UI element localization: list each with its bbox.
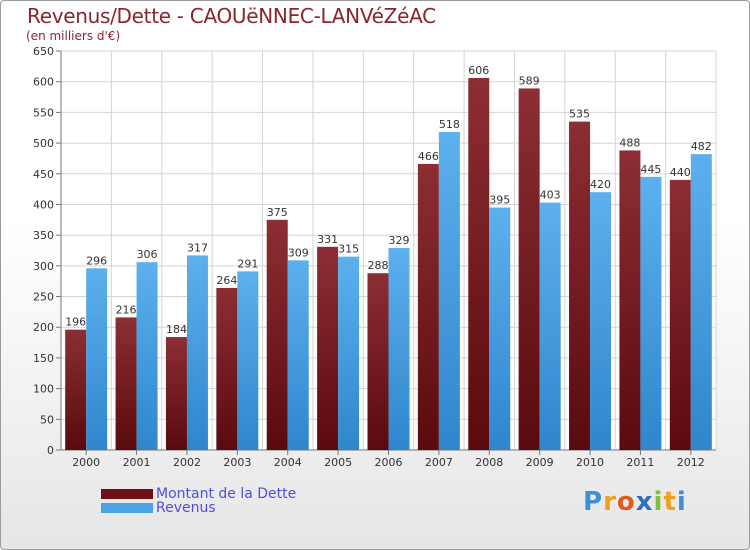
data-label: 395: [489, 194, 510, 207]
y-tick-label: 50: [40, 413, 54, 426]
data-label: 216: [116, 303, 137, 316]
y-tick-label: 300: [33, 260, 54, 273]
x-tick-label: 2010: [576, 456, 604, 469]
data-label: 317: [187, 241, 208, 254]
bar-debt: [115, 317, 137, 450]
x-tick-label: 2001: [123, 456, 151, 469]
data-label: 309: [288, 246, 309, 259]
data-label: 306: [137, 248, 158, 261]
logo-letter: i: [676, 487, 687, 517]
bar-revenus: [539, 202, 561, 450]
logo-letter: P: [583, 487, 604, 517]
bar-debt: [317, 246, 339, 450]
data-label: 482: [691, 140, 712, 153]
bar-debt: [518, 88, 540, 451]
x-tick-label: 2011: [626, 456, 654, 469]
x-tick-label: 2003: [223, 456, 251, 469]
data-label: 518: [439, 118, 460, 131]
x-tick-label: 2006: [375, 456, 403, 469]
bar-revenus: [640, 176, 662, 451]
bar-debt: [417, 163, 439, 450]
data-label: 288: [368, 259, 389, 272]
legend-item-revenus: Revenus: [101, 500, 216, 516]
x-tick-label: 2007: [425, 456, 453, 469]
bar-revenus: [338, 256, 360, 450]
legend-label-revenus: Revenus: [156, 500, 216, 516]
bar-debt: [165, 337, 187, 450]
y-tick-label: 400: [33, 198, 54, 211]
legend-swatch-revenus: [101, 503, 153, 513]
y-tick-label: 550: [33, 106, 54, 119]
x-tick-label: 2002: [173, 456, 201, 469]
bar-debt: [367, 273, 389, 450]
proxiti-logo: Proxiti: [583, 487, 687, 517]
bar-debt: [216, 287, 238, 450]
logo-letter: i: [653, 487, 664, 517]
bar-revenus: [690, 154, 712, 450]
x-tick-label: 2004: [274, 456, 302, 469]
x-tick-label: 2005: [324, 456, 352, 469]
bar-debt: [468, 78, 490, 451]
x-tick-label: 2000: [72, 456, 100, 469]
bar-revenus: [287, 260, 309, 450]
x-tick-label: 2012: [677, 456, 705, 469]
data-label: 375: [267, 206, 288, 219]
data-label: 488: [619, 136, 640, 149]
data-label: 403: [540, 189, 561, 202]
y-tick-label: 0: [47, 444, 54, 457]
bar-revenus: [388, 248, 410, 450]
legend-swatch-debt: [101, 489, 153, 499]
y-tick-label: 250: [33, 291, 54, 304]
data-label: 196: [65, 316, 86, 329]
y-tick-label: 500: [33, 137, 54, 150]
logo-letter: o: [616, 487, 636, 517]
chart-title: Revenus/Dette - CAOUëNNEC-LANVéZéAC: [27, 4, 436, 28]
data-label: 466: [418, 150, 439, 163]
bar-revenus: [237, 271, 259, 450]
data-label: 296: [86, 254, 107, 267]
y-tick-label: 650: [33, 45, 54, 58]
data-label: 420: [590, 178, 611, 191]
bar-debt: [619, 150, 641, 451]
bar-revenus: [186, 255, 208, 450]
y-tick-label: 350: [33, 229, 54, 242]
logo-letter: t: [663, 487, 677, 517]
data-label: 315: [338, 243, 359, 256]
bar-debt: [569, 121, 591, 450]
bar-debt: [669, 179, 691, 450]
data-label: 291: [237, 257, 258, 270]
data-label: 264: [216, 274, 237, 287]
data-label: 184: [166, 323, 187, 336]
y-tick-label: 450: [33, 168, 54, 181]
logo-letter: x: [635, 487, 654, 517]
data-label: 606: [468, 64, 489, 77]
bar-revenus: [590, 192, 612, 450]
y-tick-label: 600: [33, 76, 54, 89]
x-tick-label: 2008: [475, 456, 503, 469]
data-label: 329: [389, 234, 410, 247]
logo-letter: r: [603, 487, 617, 517]
y-tick-label: 200: [33, 321, 54, 334]
data-label: 589: [519, 74, 540, 87]
data-label: 445: [640, 163, 661, 176]
x-tick-label: 2009: [526, 456, 554, 469]
data-label: 331: [317, 233, 338, 246]
y-tick-label: 100: [33, 383, 54, 396]
data-label: 440: [670, 166, 691, 179]
y-tick-label: 150: [33, 352, 54, 365]
bar-debt: [65, 329, 87, 450]
bar-revenus: [438, 132, 460, 450]
chart-subtitle: (en milliers d'€): [26, 29, 121, 43]
legend-item-debt: Montant de la Dette: [101, 486, 297, 502]
bar-revenus: [136, 262, 158, 450]
data-label: 535: [569, 108, 590, 121]
bar-revenus: [86, 268, 108, 450]
bar-revenus: [489, 207, 511, 450]
legend-label-debt: Montant de la Dette: [156, 486, 297, 502]
bar-debt: [266, 219, 288, 450]
